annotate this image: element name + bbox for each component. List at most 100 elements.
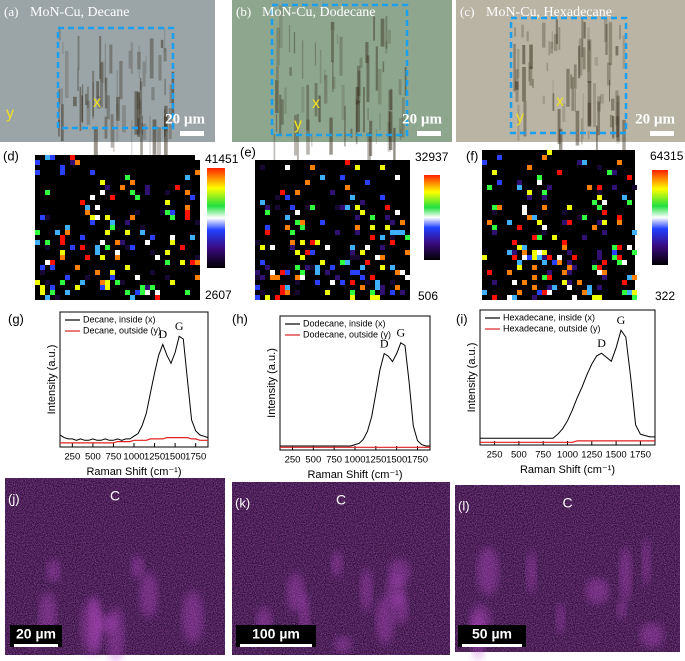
map-pixel bbox=[632, 295, 637, 300]
wear-streak bbox=[552, 93, 555, 112]
map-pixel bbox=[572, 255, 577, 260]
wear-streak bbox=[529, 44, 533, 69]
map-pixel bbox=[612, 185, 617, 190]
map-pixel bbox=[597, 270, 602, 275]
map-pixel bbox=[45, 190, 50, 195]
map-pixel bbox=[487, 185, 492, 190]
wear-streak bbox=[373, 16, 376, 41]
wear-streak bbox=[279, 5, 283, 48]
map-pixel bbox=[75, 285, 80, 290]
map-pixel bbox=[185, 290, 190, 295]
map-pixel bbox=[577, 160, 582, 165]
scale-label: 20 µm bbox=[635, 111, 675, 127]
wear-streak bbox=[387, 110, 390, 138]
map-pixel bbox=[537, 235, 542, 240]
x-tick-label: 250 bbox=[285, 455, 301, 466]
carbon-spot bbox=[375, 596, 395, 645]
wear-streak bbox=[604, 18, 608, 43]
micrograph-image bbox=[0, 0, 215, 142]
map-pixel bbox=[110, 195, 115, 200]
wear-streak bbox=[622, 119, 626, 166]
map-pixel bbox=[50, 155, 55, 160]
wear-streak bbox=[81, 95, 83, 122]
wear-streak bbox=[331, 30, 334, 63]
map-pixel bbox=[532, 275, 537, 280]
wear-streak bbox=[522, 66, 526, 102]
map-pixel bbox=[145, 240, 150, 245]
map-pixel bbox=[380, 255, 385, 260]
map-pixel bbox=[330, 190, 335, 195]
map-pixel bbox=[260, 165, 265, 170]
map-pixel bbox=[165, 200, 170, 205]
map-pixel bbox=[270, 270, 275, 275]
wear-streak bbox=[517, 104, 520, 141]
colorbar bbox=[207, 168, 225, 268]
wear-streak bbox=[526, 31, 529, 42]
series-line bbox=[59, 335, 209, 441]
map-pixel bbox=[567, 270, 572, 275]
caption: MoN-Cu, Decane bbox=[30, 5, 130, 20]
map-pixel bbox=[35, 170, 40, 175]
map-pixel bbox=[320, 175, 325, 180]
map-pixel bbox=[315, 240, 320, 245]
map-pixel bbox=[355, 225, 360, 230]
wear-streak bbox=[566, 68, 570, 107]
peak-label: D bbox=[380, 336, 389, 350]
map-pixel bbox=[567, 285, 572, 290]
wear-streak bbox=[157, 127, 161, 166]
panel-label: (h) bbox=[232, 311, 248, 326]
scale-label: 20 µm bbox=[402, 111, 442, 127]
spectrum-chart: (h) 250 500 750 1000 1250 1500 1750 Raman Shift … bbox=[232, 311, 431, 481]
map-pixel bbox=[527, 195, 532, 200]
peak-label: G bbox=[175, 319, 184, 333]
map-pixel bbox=[60, 240, 65, 245]
wear-streak bbox=[288, 25, 291, 53]
map-pixel bbox=[70, 245, 75, 250]
wear-streak bbox=[104, 77, 108, 109]
map-pixel bbox=[255, 270, 260, 275]
map-pixel bbox=[617, 160, 622, 165]
map-pixel bbox=[617, 260, 622, 265]
map-pixel bbox=[50, 265, 55, 270]
map-pixel bbox=[285, 285, 290, 290]
map-pixel bbox=[380, 195, 385, 200]
map-pixel bbox=[265, 210, 270, 215]
map-pixel bbox=[125, 245, 130, 250]
map-pixel bbox=[40, 215, 45, 220]
map-pixel bbox=[120, 185, 125, 190]
map-pixel bbox=[537, 220, 542, 225]
map-pixel bbox=[115, 280, 120, 285]
map-pixel bbox=[557, 255, 562, 260]
map-pixel bbox=[190, 235, 195, 240]
x-tick-label: 1750 bbox=[185, 452, 206, 463]
wear-streak bbox=[365, 42, 369, 64]
map-pixel bbox=[400, 220, 405, 225]
wear-streak bbox=[104, 43, 107, 92]
map-pixel bbox=[285, 215, 290, 220]
wear-streak bbox=[134, 91, 138, 135]
map-pixel bbox=[340, 205, 345, 210]
raman-map: (d) 41451 2607 bbox=[3, 148, 239, 302]
wear-streak bbox=[301, 86, 305, 113]
map-pixel bbox=[105, 230, 110, 235]
wear-streak bbox=[619, 24, 621, 40]
map-pixel bbox=[70, 160, 75, 165]
map-pixel bbox=[290, 230, 295, 235]
wear-streak bbox=[113, 127, 115, 152]
carbon-spot bbox=[46, 559, 61, 583]
map-pixel bbox=[492, 280, 497, 285]
wear-streak bbox=[58, 89, 60, 128]
map-pixel bbox=[522, 280, 527, 285]
wear-streak bbox=[587, 39, 592, 83]
map-pixel bbox=[582, 290, 587, 295]
map-pixel bbox=[587, 290, 592, 295]
map-pixel bbox=[602, 270, 607, 275]
region-box bbox=[270, 3, 409, 137]
carbon-spot bbox=[556, 602, 565, 634]
map-pixel bbox=[325, 270, 330, 275]
map-pixel bbox=[105, 245, 110, 250]
map-pixel bbox=[300, 255, 305, 260]
wear-streak bbox=[336, 34, 339, 45]
carbon-spot bbox=[526, 550, 537, 593]
wear-streak bbox=[344, 105, 346, 147]
